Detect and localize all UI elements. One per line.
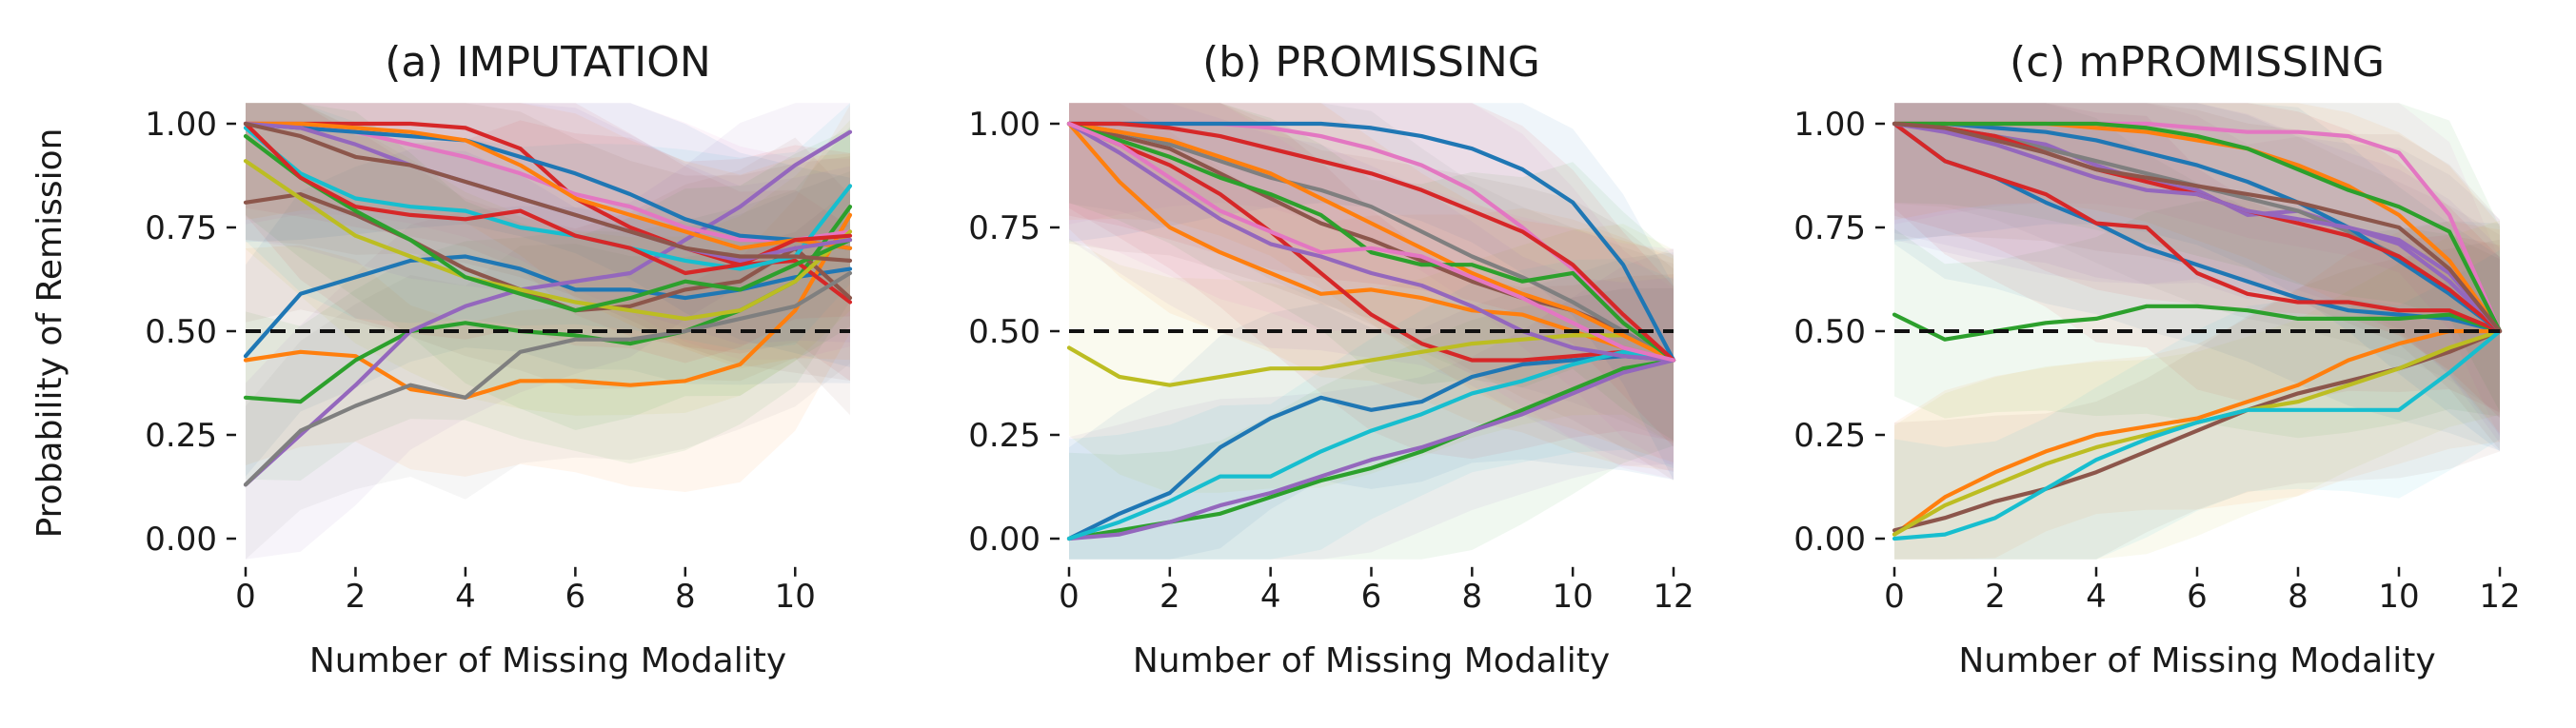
series-line-1-12 (243, 121, 853, 250)
series-line-3-13 (1892, 121, 2503, 334)
x-tick-label-2-7: 12 (1653, 578, 1694, 616)
series-line-1-10 (243, 126, 853, 271)
x-tick-label-3-6: 10 (2378, 578, 2419, 616)
series-line-1-16 (243, 121, 853, 263)
y-tick-label-1-3: 0.50 (145, 313, 217, 351)
x-tick-label-1-4: 6 (565, 578, 586, 616)
x-tick-label-2-1: 0 (1059, 578, 1080, 616)
y-tick-label-2-3: 0.50 (968, 313, 1040, 351)
x-tick-label-1-2: 2 (346, 578, 367, 616)
series-line-3-11 (1892, 121, 2503, 334)
confidence-band-2-11 (1069, 103, 1674, 481)
series-line-1-9 (243, 159, 853, 321)
x-tick-label-2-6: 10 (1553, 578, 1594, 616)
x-tick-label-3-7: 12 (2479, 578, 2520, 616)
confidence-band-1-13 (246, 103, 850, 430)
y-tick-label-3-1: 0.00 (1793, 521, 1866, 559)
series-line-2-9 (1066, 333, 1676, 387)
x-tick-label-1-6: 10 (775, 578, 816, 616)
x-tick-label-3-1: 0 (1884, 578, 1905, 616)
y-tick-label-1-1: 0.00 (145, 521, 217, 559)
confidence-band-1-11 (246, 103, 850, 367)
series-line-1-11 (243, 121, 853, 250)
x-axis-label-3: Number of Missing Modality (1958, 641, 2435, 680)
x-tick-label-2-3: 4 (1260, 578, 1281, 616)
confidence-band-1-6 (246, 103, 850, 416)
x-tick-label-2-2: 2 (1159, 578, 1180, 616)
y-tick-label-3-5: 1.00 (1793, 106, 1866, 144)
series-line-1-6 (243, 192, 853, 313)
series-line-3-16 (1892, 121, 2503, 334)
confidence-band-3-14 (1894, 103, 2500, 419)
panel-title-2: (b) PROMISSING (1202, 38, 1540, 87)
x-tick-label-3-3: 4 (2086, 578, 2107, 616)
panel-title-1: (a) IMPUTATION (385, 38, 711, 87)
series-line-1-4 (243, 121, 853, 305)
series-line-1-13 (243, 134, 853, 313)
chart-panel-2: 0.00 0.25 0.50 0.75 1.00 0 2 4 6 8 10 12 (b) PROMISS… (968, 38, 1694, 680)
confidence-band-3-8 (1894, 103, 2500, 414)
series-line-3-10 (1892, 328, 2503, 541)
confidence-band-3-2 (1894, 221, 2500, 560)
confidence-band-2-3 (1069, 287, 1674, 560)
series-line-3-15 (1892, 121, 2503, 334)
y-tick-label-2-1: 0.00 (968, 521, 1040, 559)
x-tick-label-1-1: 0 (235, 578, 256, 616)
series-line-2-12 (1066, 121, 1676, 363)
chart-panel-3: 0.00 0.25 0.50 0.75 1.00 0 2 4 6 8 10 12 (c) mPROMIS… (1793, 38, 2520, 680)
confidence-band-1-12 (246, 103, 850, 369)
series-line-2-5 (1066, 358, 1676, 541)
y-tick-label-1-2: 0.25 (145, 417, 217, 455)
x-tick-label-3-2: 2 (1985, 578, 2006, 616)
series-line-2-13 (1066, 121, 1676, 363)
confidence-band-3-1 (1894, 103, 2500, 451)
series-line-1-2 (243, 212, 853, 400)
series-line-2-11 (1066, 121, 1676, 363)
confidence-band-3-13 (1894, 103, 2500, 412)
series-line-2-14 (1066, 121, 1676, 363)
confidence-band-3-3 (1894, 199, 2500, 439)
y-tick-label-3-4: 0.75 (1793, 209, 1866, 247)
confidence-band-3-10 (1894, 249, 2500, 560)
panel-title-3: (c) mPROMISSING (2010, 38, 2385, 87)
confidence-band-1-4 (246, 103, 850, 382)
series-line-1-5 (243, 129, 853, 487)
series-line-2-8 (1066, 121, 1676, 363)
confidence-band-2-6 (1069, 103, 1674, 481)
series-line-2-1 (1066, 354, 1676, 541)
x-tick-label-2-4: 6 (1361, 578, 1382, 616)
y-tick-label-2-5: 1.00 (968, 106, 1040, 144)
x-tick-label-1-3: 4 (455, 578, 476, 616)
confidence-band-2-5 (1069, 248, 1674, 560)
chart-panel-1: 0.00 0.25 0.50 0.75 1.00 0 2 4 6 8 10 (a) IMPUTATIO… (145, 38, 853, 680)
x-axis-label-2: Number of Missing Modality (1133, 641, 1610, 680)
y-tick-label-2-2: 0.25 (968, 417, 1040, 455)
y-tick-label-3-2: 0.25 (1793, 417, 1866, 455)
y-tick-label-3-3: 0.50 (1793, 313, 1866, 351)
series-line-2-10 (1066, 349, 1676, 541)
confidence-band-3-9 (1894, 220, 2500, 560)
y-tick-label-1-5: 1.00 (145, 106, 217, 144)
y-tick-label-1-4: 0.75 (145, 209, 217, 247)
x-axis-label-1: Number of Missing Modality (309, 641, 786, 680)
series-line-2-15 (1066, 121, 1676, 363)
x-tick-label-3-4: 6 (2187, 578, 2208, 616)
confidence-band-1-16 (246, 103, 850, 382)
series-line-1-8 (243, 270, 853, 487)
x-tick-label-2-5: 8 (1462, 578, 1483, 616)
y-axis-label: Probability of Remission (30, 128, 69, 539)
x-tick-label-1-5: 8 (675, 578, 696, 616)
series-line-3-4 (1892, 121, 2503, 334)
series-line-3-2 (1892, 328, 2503, 537)
series-line-2-4 (1066, 121, 1676, 363)
confidence-band-3-4 (1894, 103, 2500, 413)
x-tick-label-3-5: 8 (2288, 578, 2308, 616)
y-tick-label-2-4: 0.75 (968, 209, 1040, 247)
confidence-band-1-2 (246, 105, 850, 493)
series-line-2-16 (1066, 121, 1676, 363)
